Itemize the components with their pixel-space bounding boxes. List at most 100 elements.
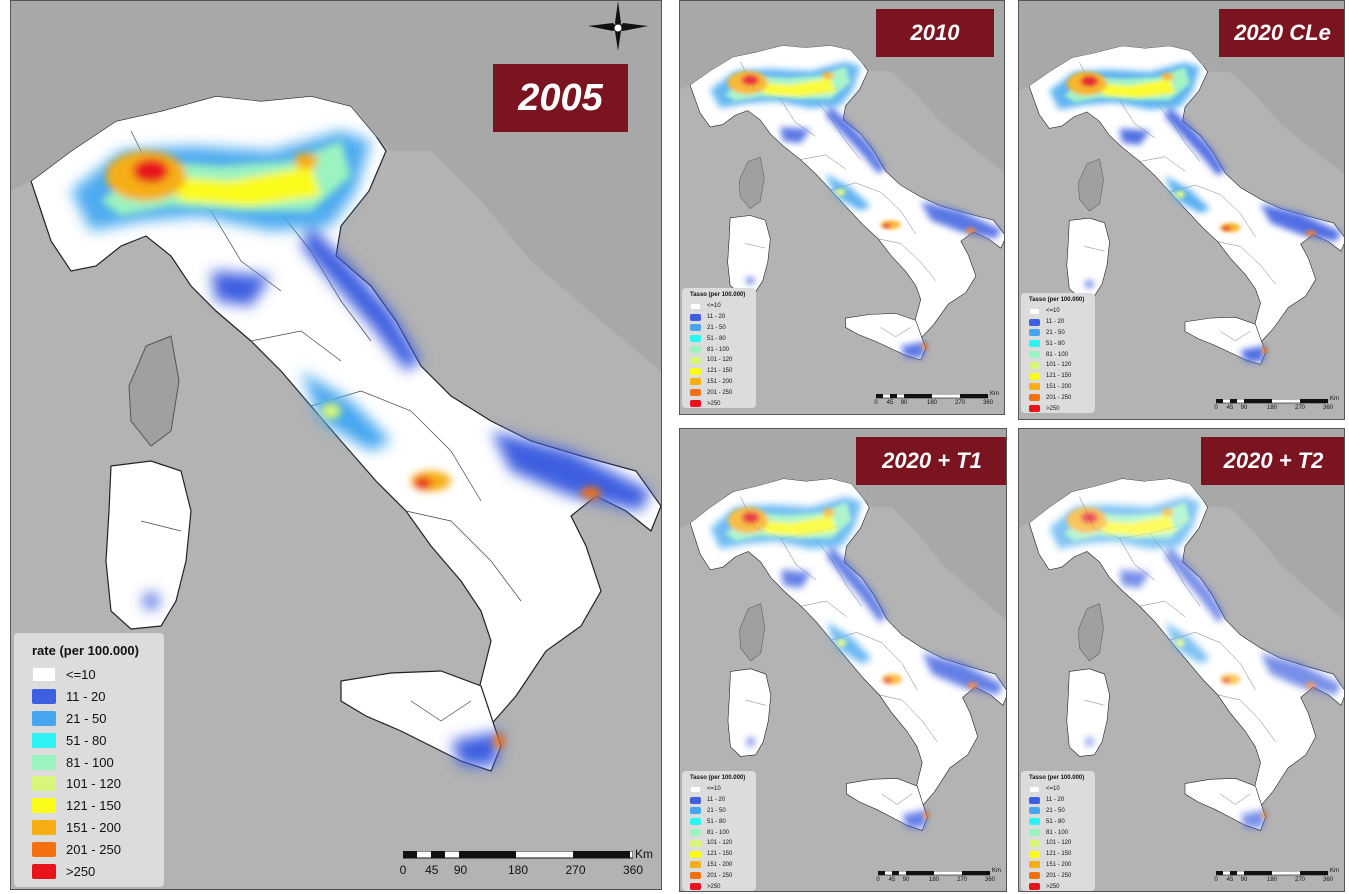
legend-label: <=10	[1046, 308, 1060, 315]
legend-row: >250	[690, 398, 756, 409]
legend-swatch	[32, 754, 56, 770]
year-label: 2020 + T1	[856, 437, 1006, 485]
legend-title: rate (per 100.000)	[32, 643, 139, 658]
legend-swatch	[32, 667, 56, 683]
legend-label: 51 - 80	[707, 818, 726, 825]
legend-swatch	[690, 883, 701, 891]
legend-swatch	[1029, 829, 1040, 837]
scale-tick: 90	[900, 400, 908, 406]
legend-row: <=10	[32, 664, 164, 686]
legend-swatch	[32, 819, 56, 835]
legend-row: <=10	[690, 301, 756, 312]
legend-row: 21 - 50	[1029, 806, 1095, 817]
scale-tick: 270	[565, 863, 586, 877]
legend-row: 81 - 100	[32, 751, 164, 773]
legend-swatch	[690, 335, 701, 343]
legend-label: 51 - 80	[707, 335, 726, 342]
scale-tick: 180	[1266, 405, 1278, 411]
legend-swatch	[1029, 361, 1040, 369]
legend-row: 81 - 100	[690, 344, 756, 355]
legend-row: 51 - 80	[1029, 338, 1095, 349]
legend-swatch	[690, 839, 701, 847]
legend-label: 11 - 20	[1046, 319, 1065, 326]
legend-swatch	[1029, 405, 1040, 413]
legend-row: 11 - 20	[32, 686, 164, 708]
legend-swatch	[32, 841, 56, 857]
scale-bar: Km 0 45 90 180 270 360	[876, 868, 1006, 891]
year-label: 2020 CLe	[1219, 9, 1344, 57]
legend-title: Tasso (per 100.000)	[690, 292, 746, 298]
legend-label: 101 - 120	[66, 776, 121, 792]
scale-tick: 360	[1322, 877, 1334, 883]
legend-label: 101 - 120	[1046, 840, 1072, 847]
scale-bar-graphic	[1216, 871, 1328, 876]
legend-row: 201 - 250	[690, 870, 756, 881]
legend-row: 121 - 150	[32, 795, 164, 817]
legend-swatch	[1029, 818, 1040, 826]
legend-label: >250	[66, 863, 96, 879]
legend-swatch	[1029, 394, 1040, 402]
legend-row: 51 - 80	[1029, 816, 1095, 827]
scale-bar: Km 0 45 90 180 270 360	[874, 391, 1004, 414]
legend-label: 151 - 200	[66, 819, 121, 835]
legend-label: 81 - 100	[66, 754, 114, 770]
map-legend: Tasso (per 100.000) <=10 11 - 20 21 - 50 51 …	[682, 288, 756, 408]
legend-label: 101 - 120	[707, 840, 733, 847]
legend-row: 11 - 20	[690, 795, 756, 806]
legend-swatch	[690, 313, 701, 321]
map-legend: rate (per 100.000) <=10 11 - 20 21 - 50 51 …	[14, 633, 164, 887]
legend-swatch	[690, 872, 701, 880]
scale-tick: 45	[425, 863, 439, 877]
legend-label: 151 - 200	[707, 378, 733, 385]
scale-bar-graphic	[876, 394, 988, 399]
legend-swatch	[690, 796, 701, 804]
legend-swatch	[690, 818, 701, 826]
legend-label: 11 - 20	[66, 689, 106, 705]
legend-label: 201 - 250	[1046, 394, 1072, 401]
legend-row: 11 - 20	[690, 312, 756, 323]
legend-label: 201 - 250	[1046, 872, 1072, 879]
legend-swatch	[690, 389, 701, 397]
scale-tick: 360	[622, 863, 644, 877]
legend-swatch	[690, 346, 701, 354]
legend-swatch	[690, 850, 701, 858]
legend-swatch	[1029, 883, 1040, 891]
scale-tick: 0	[876, 877, 880, 883]
legend-row: 11 - 20	[1029, 317, 1095, 328]
scale-tick: 90	[453, 863, 468, 877]
legend-row: 101 - 120	[1029, 360, 1095, 371]
legend-label: 21 - 50	[707, 324, 726, 331]
legend-swatch	[1029, 807, 1040, 815]
map-legend: Tasso (per 100.000) <=10 11 - 20 21 - 50 51 …	[682, 771, 756, 891]
scale-tick: 360	[982, 400, 994, 406]
legend-row: 21 - 50	[1029, 328, 1095, 339]
legend-swatch	[690, 861, 701, 869]
legend-swatch	[1029, 383, 1040, 391]
scale-tick: 270	[956, 877, 968, 883]
legend-label: 121 - 150	[66, 798, 121, 814]
legend-title: Tasso (per 100.000)	[1029, 297, 1085, 303]
scale-tick: 45	[886, 400, 894, 406]
scale-tick: 270	[954, 400, 966, 406]
legend-swatch	[1029, 796, 1040, 804]
scale-unit: Km	[992, 868, 1001, 874]
scale-tick: 45	[1226, 877, 1234, 883]
legend-swatch	[32, 798, 56, 814]
legend-label: <=10	[707, 303, 721, 310]
legend-swatch	[1029, 351, 1040, 359]
legend-row: 101 - 120	[32, 773, 164, 795]
legend-label: <=10	[66, 667, 96, 683]
scale-bar: Km 0 45 90 180 270 360	[1214, 868, 1344, 891]
legend-swatch	[32, 689, 56, 705]
legend-row: >250	[690, 881, 756, 891]
year-label-2005: 2005	[493, 64, 628, 132]
legend-row: 81 - 100	[1029, 349, 1095, 360]
legend-label: 121 - 150	[707, 368, 733, 375]
legend-row: >250	[1029, 403, 1095, 414]
legend-row: >250	[32, 860, 164, 882]
legend-swatch	[690, 356, 701, 364]
legend-row: 21 - 50	[690, 806, 756, 817]
legend-swatch	[1029, 861, 1040, 869]
legend-row: 151 - 200	[32, 817, 164, 839]
small-map-panel: 2020 + T1 Tasso (per 100.000) <=10 11 - 20 2…	[679, 428, 1007, 892]
